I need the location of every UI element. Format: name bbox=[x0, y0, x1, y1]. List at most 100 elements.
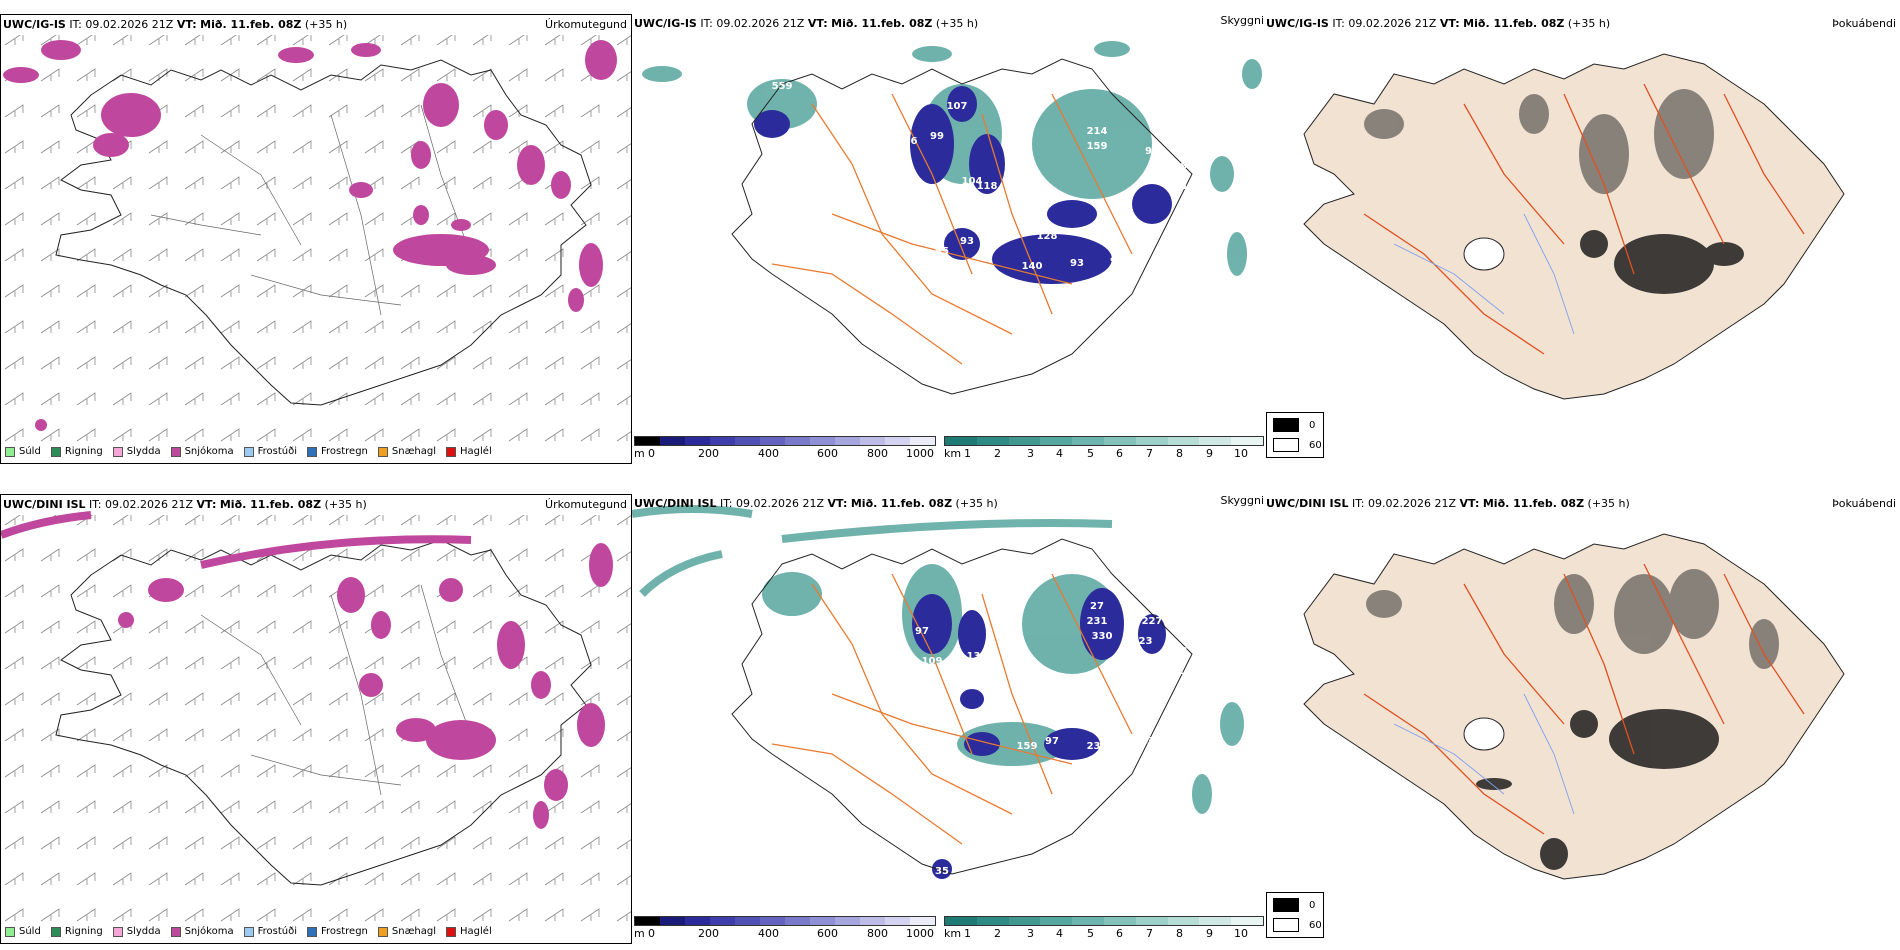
cbar-tick: 200 bbox=[698, 927, 719, 940]
cloud-base-value: 163 bbox=[1167, 646, 1188, 657]
legend-item: Slydda bbox=[112, 446, 161, 457]
colorbar-segment bbox=[976, 437, 1009, 445]
cloud-base-value: 83 bbox=[1120, 736, 1134, 747]
colorbar-segment bbox=[710, 917, 735, 925]
colorbar-segment bbox=[735, 437, 760, 445]
cbar-unit: m bbox=[634, 447, 645, 460]
colorbar-segment bbox=[1231, 917, 1263, 925]
legend-item: Snæhagl bbox=[377, 446, 436, 457]
legend-item: Snjókoma bbox=[170, 446, 234, 457]
cloud-base-value: 99 bbox=[930, 131, 944, 142]
cloud-base-value: 140 bbox=[1022, 261, 1043, 272]
cbar-tick: 4 bbox=[1056, 927, 1063, 940]
legend-item: Súld bbox=[5, 926, 41, 937]
colorbar-segment bbox=[1103, 917, 1136, 925]
cloud-base-value: 104 bbox=[962, 176, 983, 187]
colorbar-segment bbox=[1199, 437, 1232, 445]
cbar-tick: 3 bbox=[1027, 927, 1034, 940]
colorbar-segment bbox=[860, 917, 885, 925]
cloud-base-value: 95 bbox=[935, 246, 949, 257]
precip-panel-row1: UWC/IG-IS IT: 09.02.2026 21Z VT: Mið. 11… bbox=[0, 14, 632, 464]
legend-swatch bbox=[50, 446, 61, 457]
iceland-precip-map bbox=[1, 35, 631, 455]
legend-swatch bbox=[377, 926, 388, 937]
colorbar-segment bbox=[860, 437, 885, 445]
cloud-base-value: 223 bbox=[1132, 636, 1153, 647]
cloud-base-value: 93 bbox=[960, 236, 974, 247]
legend-item: Rigning bbox=[50, 926, 103, 937]
colorbar-segment bbox=[1167, 437, 1200, 445]
cbar-tick: 1000 bbox=[906, 927, 934, 940]
colorbar-segment bbox=[1008, 917, 1041, 925]
cloud-base-value: 428 bbox=[987, 221, 1008, 232]
colorbar-segment bbox=[685, 917, 710, 925]
cloud-base-value: 27 bbox=[1090, 601, 1104, 612]
colorbar-segment bbox=[976, 917, 1009, 925]
legend-swatch bbox=[446, 446, 457, 457]
legend-swatch bbox=[5, 446, 15, 457]
colorbar-segment bbox=[1072, 917, 1104, 925]
fog-swatch bbox=[1273, 898, 1299, 912]
cbar-tick: 1 bbox=[964, 927, 971, 940]
legend-item: Súld bbox=[5, 446, 41, 457]
cloud-base-value: 116 bbox=[897, 136, 918, 147]
panel-title: Úrkomutegund bbox=[545, 498, 627, 511]
legend-swatch bbox=[170, 926, 181, 937]
cbar-tick: 7 bbox=[1146, 927, 1153, 940]
legend-item: Slydda bbox=[112, 926, 161, 937]
colorbar-segment bbox=[945, 437, 977, 445]
cbar-tick: 10 bbox=[1234, 927, 1248, 940]
cloud-base-value: 330 bbox=[1092, 631, 1113, 642]
cloud-base-value: 130 bbox=[967, 651, 988, 662]
colorbar-segment bbox=[885, 917, 910, 925]
iceland-fog-map bbox=[1303, 53, 1845, 400]
colorbar-segment bbox=[835, 917, 860, 925]
legend-item: Rigning bbox=[50, 446, 103, 457]
legend-item: Haglél bbox=[446, 446, 492, 457]
legend-swatch bbox=[307, 926, 317, 937]
cloud-base-value: 97 bbox=[915, 626, 929, 637]
cloud-base-value: 109 bbox=[922, 656, 943, 667]
cbar-tick: 600 bbox=[817, 927, 838, 940]
cbar-tick: 2 bbox=[994, 927, 1001, 940]
cbar-tick: 0 bbox=[648, 447, 655, 460]
cbar-tick: 6 bbox=[1116, 447, 1123, 460]
cloud-base-value: 97 bbox=[1045, 736, 1059, 747]
colorbar-segment bbox=[635, 437, 660, 445]
legend-swatch bbox=[50, 926, 61, 937]
fog-swatch bbox=[1273, 418, 1299, 432]
colorbar-segment bbox=[1199, 917, 1232, 925]
cbar-tick: 7 bbox=[1146, 447, 1153, 460]
forecast-header: UWC/IG-IS IT: 09.02.2026 21Z VT: Mið. 11… bbox=[634, 17, 979, 30]
cloudbase-colorbar bbox=[634, 916, 936, 926]
cloud-base-value: 97 bbox=[1145, 146, 1159, 157]
colorbar-segment bbox=[1072, 437, 1104, 445]
colorbar-segment bbox=[910, 437, 935, 445]
forecast-header: UWC/IG-IS IT: 09.02.2026 21Z VT: Mið. 11… bbox=[1266, 17, 1611, 30]
colorbar-segment bbox=[1103, 437, 1136, 445]
cloud-base-value: 91 bbox=[1110, 256, 1124, 267]
cloud-base-value: 214 bbox=[1087, 126, 1108, 137]
cloud-base-value: 38 bbox=[1005, 661, 1019, 672]
cloud-base-value: 231 bbox=[1087, 616, 1108, 627]
cbar-tick: 3 bbox=[1027, 447, 1034, 460]
fog-legend: 0 60 bbox=[1266, 412, 1324, 458]
colorbar-segment bbox=[1167, 917, 1200, 925]
legend-swatch bbox=[243, 446, 254, 457]
panel-title: Þokuábendi bbox=[1832, 497, 1896, 510]
cbar-tick: 5 bbox=[1087, 447, 1094, 460]
forecast-header: UWC/DINI ISL IT: 09.02.2026 21Z VT: Mið.… bbox=[3, 498, 367, 511]
fog-panel-row2: UWC/DINI ISL IT: 09.02.2026 21Z VT: Mið.… bbox=[1264, 494, 1900, 944]
colorbar-segment bbox=[1231, 437, 1263, 445]
iceland-precip-map bbox=[1, 511, 631, 935]
colorbar-segment bbox=[1135, 917, 1168, 925]
legend-swatch bbox=[112, 926, 123, 937]
precip-legend: Súld Rigning Slydda Snjókoma Frostúði Fr… bbox=[5, 926, 502, 937]
cloud-base-value: 209 bbox=[1167, 161, 1188, 172]
colorbar-segment bbox=[660, 917, 685, 925]
forecast-header: UWC/IG-IS IT: 09.02.2026 21Z VT: Mið. 11… bbox=[3, 18, 348, 31]
cbar-tick: 200 bbox=[698, 447, 719, 460]
cloud-base-value: 107 bbox=[947, 101, 968, 112]
legend-item: Frostregn bbox=[307, 446, 368, 457]
precip-panel-row2: UWC/DINI ISL IT: 09.02.2026 21Z VT: Mið.… bbox=[0, 494, 632, 944]
